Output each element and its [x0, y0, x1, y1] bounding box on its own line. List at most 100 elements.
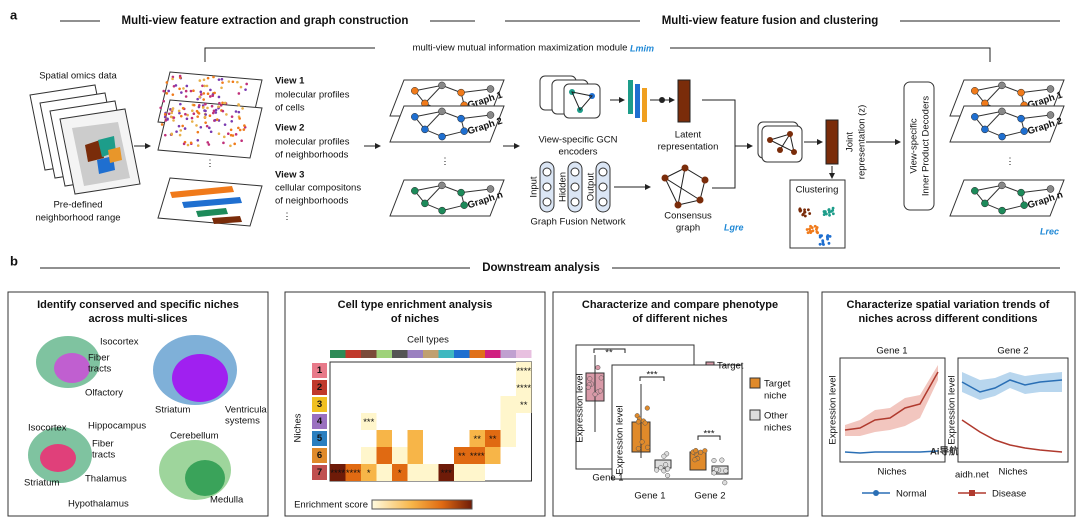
cell-dot: [160, 123, 164, 126]
graph-edge: [1001, 204, 1025, 212]
cell-dot: [178, 133, 182, 137]
cell-dot: [242, 128, 246, 131]
text: Latent: [675, 130, 702, 141]
cluster-dot: [831, 212, 835, 216]
cluster-dot: [822, 210, 826, 214]
cell-dot: [182, 87, 185, 90]
slice-stack: [29, 84, 141, 195]
heat-cell: [516, 396, 532, 413]
graph-plane: [389, 105, 505, 143]
cluster-dot: [815, 227, 818, 231]
panel-label: a: [10, 7, 18, 22]
heat-cell: [361, 447, 377, 464]
cell-dot: [220, 86, 223, 90]
graph-edge: [974, 184, 1002, 192]
cell-dot: [197, 104, 201, 107]
cell-dot: [239, 85, 243, 89]
cell-dot: [172, 116, 176, 119]
heat-cell: [469, 447, 485, 464]
text: graph: [676, 223, 700, 234]
cell-dot: [183, 127, 187, 130]
graph-node: [1020, 201, 1028, 209]
niche-label: 5: [317, 433, 323, 444]
cell-dot: [166, 117, 169, 121]
heat-cell: [469, 430, 485, 447]
text: Graph Fusion Network: [530, 217, 625, 228]
jitter-dot: [663, 462, 669, 468]
gene-label: Gene 2: [997, 346, 1028, 357]
star: *: [367, 468, 371, 479]
type-swatch: [345, 350, 361, 358]
cell-dot: [177, 109, 181, 113]
cell-dot: [198, 79, 202, 82]
cell-dot: [199, 90, 203, 94]
text: neighborhood range: [35, 213, 120, 224]
cell-dot: [198, 95, 202, 99]
type-swatch: [361, 350, 377, 358]
cell-dot: [203, 115, 207, 119]
cluster-dot: [811, 229, 815, 233]
star: **: [520, 400, 528, 411]
mim-bracket: [204, 47, 991, 62]
header: Downstream analysis: [482, 262, 600, 274]
cluster-dot: [808, 227, 812, 231]
niche-swatch: [312, 380, 327, 395]
star: **: [474, 434, 482, 445]
cell-dot: [179, 129, 183, 132]
cell-dot: [238, 128, 242, 132]
cluster-dot: [803, 210, 806, 214]
ellipsis: ⋮: [440, 157, 450, 168]
type-swatch: [330, 350, 346, 358]
cell-dot: [221, 101, 224, 105]
graph-edge: [424, 85, 443, 104]
trend-plots: [839, 357, 1069, 496]
type-swatch: [438, 350, 454, 358]
text: representation (z): [857, 105, 868, 179]
type-swatch: [407, 350, 423, 358]
heat-cell: [361, 464, 377, 481]
graph-edge: [441, 204, 465, 212]
cell-dot: [208, 95, 212, 98]
cell-dot: [192, 103, 196, 107]
graph-plane: [949, 179, 1065, 217]
box-title: Cell type enrichment analysis: [338, 299, 493, 311]
text: encoders: [558, 147, 597, 158]
graph-node: [971, 87, 979, 95]
cluster-dot: [810, 226, 814, 230]
cell-dot: [221, 81, 224, 84]
cell-dot: [180, 91, 183, 94]
cell-dot: [167, 112, 171, 116]
cell-dot: [195, 124, 198, 127]
graph-edge: [424, 111, 443, 130]
cell-dot: [171, 77, 174, 81]
cell-dot: [206, 76, 210, 80]
graph-node: [1046, 185, 1055, 193]
cluster-dot: [798, 209, 802, 213]
graph-node: [981, 125, 989, 134]
cluster-dot: [827, 211, 831, 214]
cell-dot: [174, 84, 178, 87]
type-swatch: [376, 350, 392, 358]
graph-node: [457, 188, 465, 197]
cell-dot: [217, 95, 221, 99]
cell-dot: [165, 81, 169, 84]
view-desc: of neighborhoods: [275, 150, 349, 161]
cluster-dot: [825, 235, 829, 238]
heat-cell: [392, 447, 408, 464]
cluster-dot: [827, 208, 831, 212]
graph-node: [1017, 188, 1025, 197]
loss-label: Lmim: [630, 43, 654, 53]
jitter-dot: [661, 453, 667, 459]
cell-dot: [179, 114, 183, 118]
heat-cell: [500, 430, 516, 447]
cell-dot: [202, 92, 206, 95]
cell-dot: [241, 107, 244, 110]
cell-dot: [230, 115, 234, 118]
cluster-dot: [828, 234, 832, 238]
cell-dot: [238, 117, 241, 120]
cluster-points: [798, 206, 835, 246]
cell-dot: [202, 78, 206, 82]
cell-dot: [237, 92, 241, 95]
gene-label: Gene 1: [592, 473, 623, 484]
